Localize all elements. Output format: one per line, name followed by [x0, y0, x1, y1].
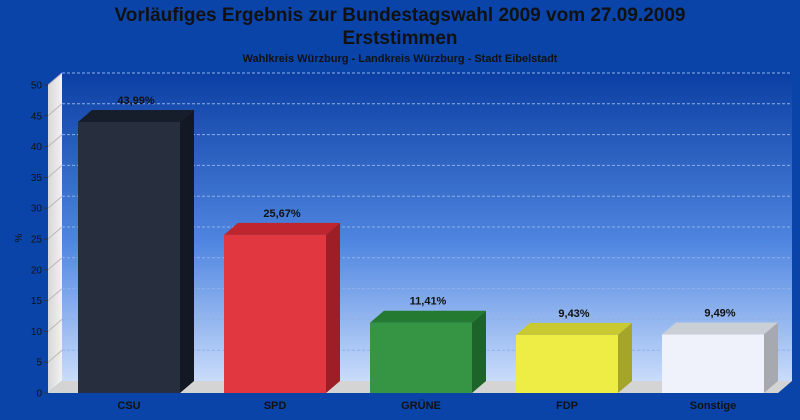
bar-spd: 25,67%: [224, 208, 340, 393]
gridline-side: [47, 349, 63, 363]
y-tick-label: 25: [31, 235, 43, 246]
bar-front-shine: [224, 234, 326, 393]
bar-side: [180, 110, 194, 393]
gridline-side: [47, 226, 63, 240]
gridline-side: [47, 103, 63, 117]
bar-side: [326, 222, 340, 393]
data-label: 43,99%: [117, 95, 155, 107]
bar-side: [764, 322, 778, 393]
bar-top: [78, 110, 194, 123]
bar-front: [516, 334, 618, 393]
bar-front: [224, 234, 326, 393]
bar-front: [78, 122, 180, 393]
gridline-side: [47, 134, 63, 147]
chart-subtitle: Wahlkreis Würzburg - Landkreis Würzburg …: [242, 53, 558, 65]
gridline-side: [47, 195, 63, 209]
gridline-side: [47, 288, 63, 301]
y-tick-label: 50: [31, 81, 43, 92]
y-tick-label: 30: [31, 204, 43, 215]
y-tick-label: 15: [31, 296, 43, 307]
data-label: 9,49%: [704, 308, 735, 320]
x-tick-label: SPD: [264, 400, 287, 412]
bar-front: [370, 322, 472, 393]
data-label: 9,43%: [558, 308, 589, 320]
y-axis-label: %: [14, 233, 25, 242]
chart-title: Vorläufiges Ergebnis zur Bundestagswahl …: [114, 5, 686, 26]
bar-top: [370, 310, 486, 323]
x-tick-label: Sonstige: [690, 400, 736, 412]
gridline-side: [47, 165, 63, 178]
y-tick-label: 0: [36, 389, 42, 400]
bar-front-shine: [662, 334, 764, 393]
bar-front-shine: [370, 322, 472, 393]
bar-csu: 43,99%: [78, 95, 194, 393]
y-axis: 0 5 10 15 20 25 30 35 40 45 50%: [14, 81, 48, 400]
bar-front-shine: [516, 334, 618, 393]
y-tick-label: 20: [31, 265, 43, 276]
y-tick-label: 10: [31, 327, 43, 338]
y-tick-label: 5: [36, 358, 42, 369]
y-tick-label: 40: [31, 142, 43, 153]
bar-front-shine: [78, 122, 180, 393]
x-tick-label: GRÜNE: [401, 399, 441, 412]
y-tick-label: 35: [31, 173, 43, 184]
bar-top: [516, 322, 632, 335]
y-tick-label: 45: [31, 111, 43, 122]
x-tick-label: FDP: [556, 400, 578, 412]
gridline-side: [47, 319, 63, 332]
bar-top: [224, 222, 340, 235]
bars: 43,99% 25,67% 11,41% 9,43% 9,49%: [78, 95, 778, 393]
chart-title-line-2: Erststimmen: [342, 28, 458, 49]
bar-fdp: 9,43%: [516, 308, 632, 393]
bar-grüne: 11,41%: [370, 296, 486, 393]
bar-side: [472, 310, 486, 393]
gridline-side: [47, 72, 63, 86]
bar-front: [662, 334, 764, 393]
x-axis: CSU SPD GRÜNE FDP Sonstige: [117, 399, 736, 412]
gridline-side: [47, 257, 63, 271]
data-label: 11,41%: [410, 296, 447, 308]
bar-sonstige: 9,49%: [662, 308, 778, 393]
x-tick-label: CSU: [117, 400, 140, 412]
bar-side: [618, 322, 632, 393]
data-label: 25,67%: [263, 208, 301, 220]
bar-top: [662, 322, 778, 335]
